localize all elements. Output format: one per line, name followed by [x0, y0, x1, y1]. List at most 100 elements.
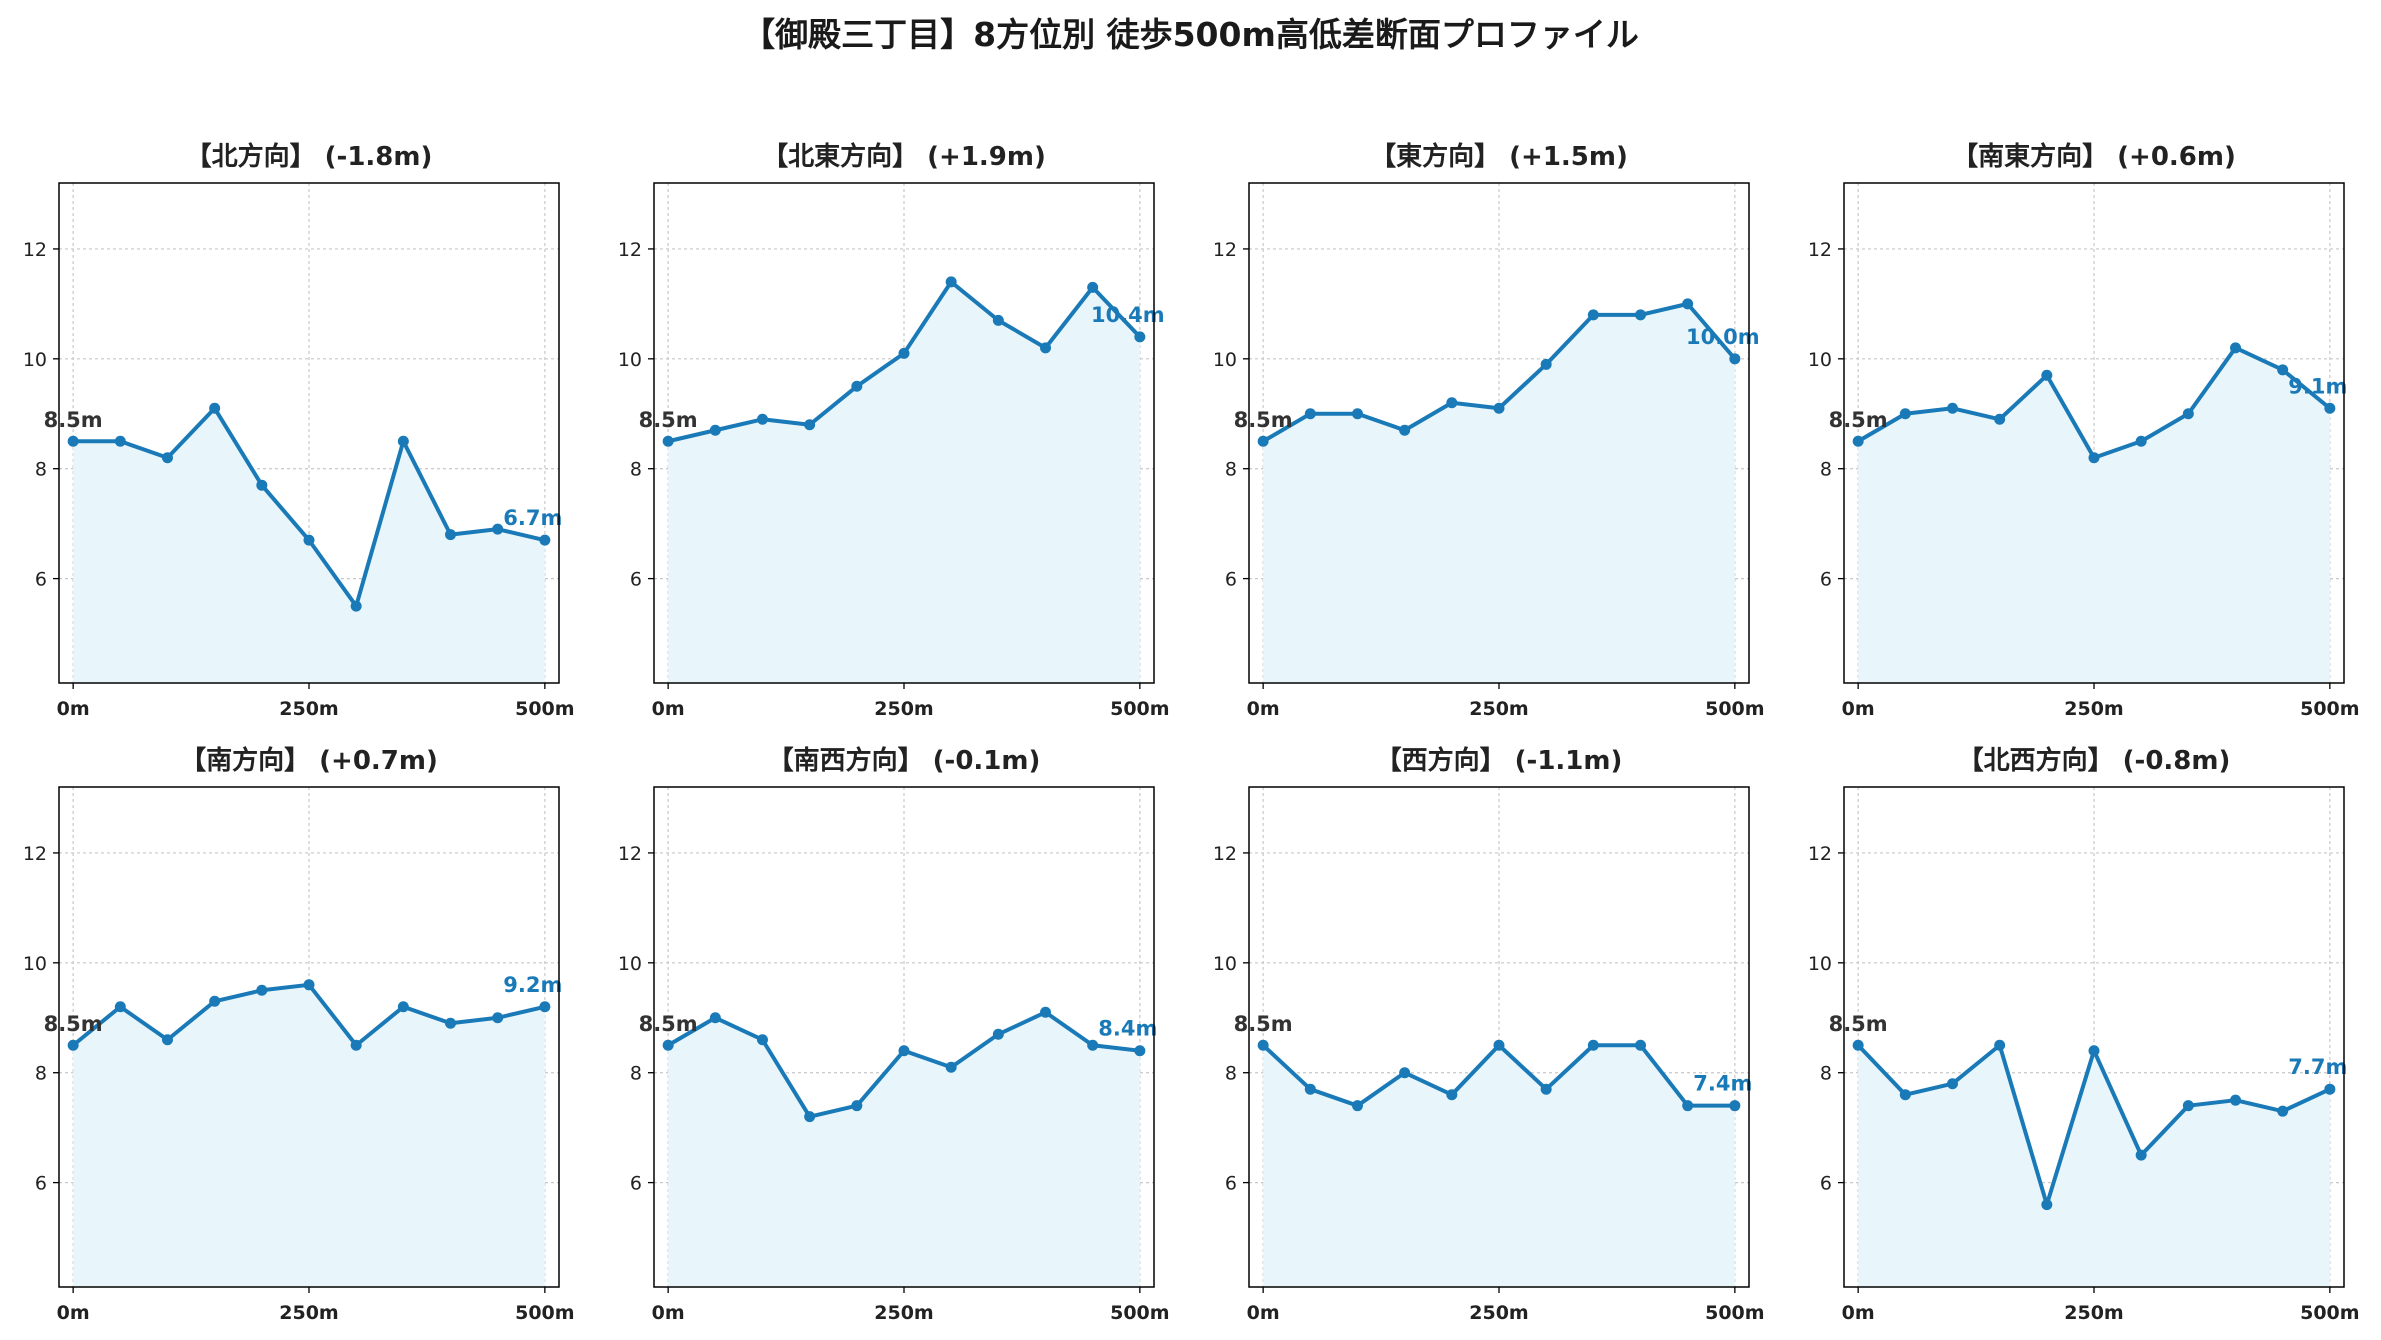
y-tick-label: 8	[1225, 459, 1237, 481]
y-tick-label: 12	[1213, 239, 1237, 261]
data-point	[1493, 1039, 1505, 1051]
y-tick-label: 10	[618, 349, 642, 371]
panel-title: 【北西方向】 (-0.8m)	[1958, 745, 2231, 776]
x-tick-label: 250m	[2064, 1302, 2123, 1324]
start-label: 8.5m	[1234, 408, 1293, 432]
x-tick-label: 500m	[2300, 698, 2359, 720]
data-point	[1729, 1100, 1741, 1112]
data-point	[1351, 408, 1363, 420]
data-point	[1899, 1089, 1911, 1101]
area-fill	[1858, 347, 2330, 683]
x-tick-label: 250m	[2064, 698, 2123, 720]
data-point	[161, 452, 173, 464]
data-point	[256, 479, 268, 491]
data-point	[851, 380, 863, 392]
data-point	[709, 1012, 721, 1024]
start-label: 8.5m	[1829, 408, 1888, 432]
end-label: 9.2m	[503, 973, 562, 997]
data-point	[992, 1028, 1004, 1040]
data-point	[1899, 408, 1911, 420]
data-point	[2135, 435, 2147, 447]
y-tick-label: 6	[630, 1173, 642, 1195]
x-tick-label: 0m	[57, 1302, 90, 1324]
data-point	[350, 1039, 362, 1051]
figure-title: 【御殿三丁目】8方位別 徒歩500m高低差断面プロファイル	[742, 15, 1639, 54]
data-point	[1087, 1039, 1099, 1051]
data-point	[1682, 298, 1694, 310]
y-tick-label: 8	[630, 1063, 642, 1085]
data-point	[756, 413, 768, 425]
area-fill	[1263, 303, 1735, 683]
x-tick-label: 250m	[279, 698, 338, 720]
y-tick-label: 6	[1820, 569, 1832, 591]
x-tick-label: 0m	[57, 698, 90, 720]
data-point	[851, 1100, 863, 1112]
data-point	[662, 435, 674, 447]
data-point	[945, 1061, 957, 1073]
data-point	[445, 1017, 457, 1029]
data-point	[1399, 424, 1411, 436]
data-point	[2230, 1094, 2242, 1106]
data-point	[2324, 402, 2336, 414]
data-point	[1540, 1083, 1552, 1095]
x-tick-label: 500m	[515, 1302, 574, 1324]
y-tick-label: 6	[1820, 1173, 1832, 1195]
data-point	[67, 435, 79, 447]
panel-6: 【西方向】 (-1.1m) 8.5m 7.4m 6 8 10 12 0m 250m 500m	[1213, 745, 1765, 1324]
y-tick-label: 10	[1808, 953, 1832, 975]
data-point	[303, 534, 315, 546]
panel-title: 【南西方向】 (-0.1m)	[768, 745, 1041, 776]
data-point	[350, 600, 362, 612]
area-fill	[1263, 1045, 1735, 1287]
data-point	[492, 523, 504, 535]
end-label: 10.4m	[1091, 303, 1165, 327]
area-fill	[73, 984, 545, 1287]
data-point	[2088, 1045, 2100, 1057]
x-tick-label: 0m	[652, 1302, 685, 1324]
x-tick-label: 0m	[1842, 698, 1875, 720]
data-point	[1087, 281, 1099, 293]
y-tick-label: 10	[1213, 953, 1237, 975]
y-tick-label: 10	[618, 953, 642, 975]
data-point	[1729, 353, 1741, 365]
start-label: 8.5m	[1234, 1012, 1293, 1036]
data-point	[2324, 1083, 2336, 1095]
data-point	[209, 995, 221, 1007]
y-tick-label: 12	[1808, 843, 1832, 865]
data-point	[1540, 358, 1552, 370]
x-tick-label: 500m	[1705, 698, 1764, 720]
data-point	[303, 979, 315, 991]
data-point	[2182, 408, 2194, 420]
panel-0: 【北方向】 (-1.8m) 8.5m 6.7m 6 8 10 12 0m 250m 500m	[23, 141, 575, 720]
start-label: 8.5m	[44, 1012, 103, 1036]
data-point	[1040, 342, 1052, 354]
data-point	[1587, 1039, 1599, 1051]
x-tick-label: 500m	[1705, 1302, 1764, 1324]
y-tick-label: 12	[23, 239, 47, 261]
y-tick-label: 8	[1820, 1063, 1832, 1085]
data-point	[1446, 397, 1458, 409]
start-label: 8.5m	[639, 408, 698, 432]
panel-title: 【北方向】 (-1.8m)	[186, 141, 433, 172]
data-point	[492, 1012, 504, 1024]
data-point	[1994, 1039, 2006, 1051]
data-point	[945, 276, 957, 288]
panel-2: 【東方向】 (+1.5m) 8.5m 10.0m 6 8 10 12 0m 250m 500m	[1213, 141, 1765, 720]
data-point	[1635, 1039, 1647, 1051]
data-point	[2041, 369, 2053, 381]
data-point	[1257, 1039, 1269, 1051]
x-tick-label: 250m	[1469, 698, 1528, 720]
data-point	[1682, 1100, 1694, 1112]
data-point	[1587, 309, 1599, 321]
data-point	[1946, 402, 1958, 414]
end-label: 6.7m	[503, 506, 562, 530]
data-point	[1304, 1083, 1316, 1095]
start-label: 8.5m	[44, 408, 103, 432]
data-point	[2230, 342, 2242, 354]
y-tick-label: 8	[35, 459, 47, 481]
x-tick-label: 500m	[2300, 1302, 2359, 1324]
data-point	[804, 419, 816, 431]
panel-title: 【東方向】 (+1.5m)	[1370, 141, 1628, 172]
x-tick-label: 0m	[1247, 1302, 1280, 1324]
end-label: 7.7m	[2288, 1055, 2347, 1079]
